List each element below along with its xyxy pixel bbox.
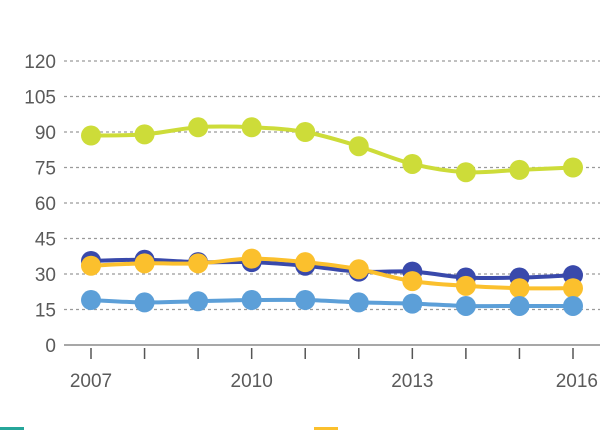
series-2 [81,249,583,288]
data-point [402,271,423,292]
data-point [81,125,101,146]
data-point [241,248,262,269]
legend [0,427,338,430]
series-line [89,297,575,309]
series-4 [81,290,583,316]
data-point [134,292,155,313]
y-tick-label: 75 [35,159,56,180]
y-tick-label: 120 [24,52,56,73]
data-point [188,117,209,138]
x-tick-label: 2013 [391,371,433,392]
data-point [188,253,209,274]
y-tick-label: 45 [35,230,56,251]
y-tick-label: 60 [35,194,56,215]
x-tick-label: 2010 [231,371,273,392]
data-point [402,153,423,174]
data-point [348,136,369,157]
data-point [295,290,316,311]
data-point [348,292,369,313]
data-point [509,278,530,299]
y-tick-label: 0 [45,336,56,357]
data-point [509,295,530,316]
data-point [563,157,583,178]
y-tick-label: 105 [24,88,56,109]
y-axis-tick-labels: 0 15 30 45 60 75 90 105 120 [24,52,56,357]
data-point [295,122,316,142]
data-point [563,295,583,316]
series-1 [81,117,583,183]
data-point [402,293,423,314]
data-point [241,290,262,311]
data-point [455,275,476,296]
data-point [455,295,476,316]
data-point [455,162,476,183]
series-layer [81,117,583,316]
data-point [81,290,101,311]
data-point [295,252,316,273]
data-point [81,255,101,276]
y-tick-label: 30 [35,265,56,286]
data-point [134,253,155,274]
series-line [89,256,575,291]
legend-swatch [314,427,338,430]
series-line [89,124,575,175]
x-axis: 2007 2010 2013 2016 [64,344,600,392]
data-point [188,291,209,312]
data-point [134,124,155,145]
x-tick-label: 2016 [556,371,598,392]
x-tick-label: 2007 [70,371,112,392]
series-line [89,257,575,281]
y-tick-label: 15 [35,301,56,322]
data-point [563,278,583,299]
data-point [348,259,369,280]
y-tick-label: 90 [35,123,56,144]
data-point [509,159,530,180]
data-point [241,117,262,138]
legend-swatch [0,427,24,430]
series-3 [81,248,583,299]
